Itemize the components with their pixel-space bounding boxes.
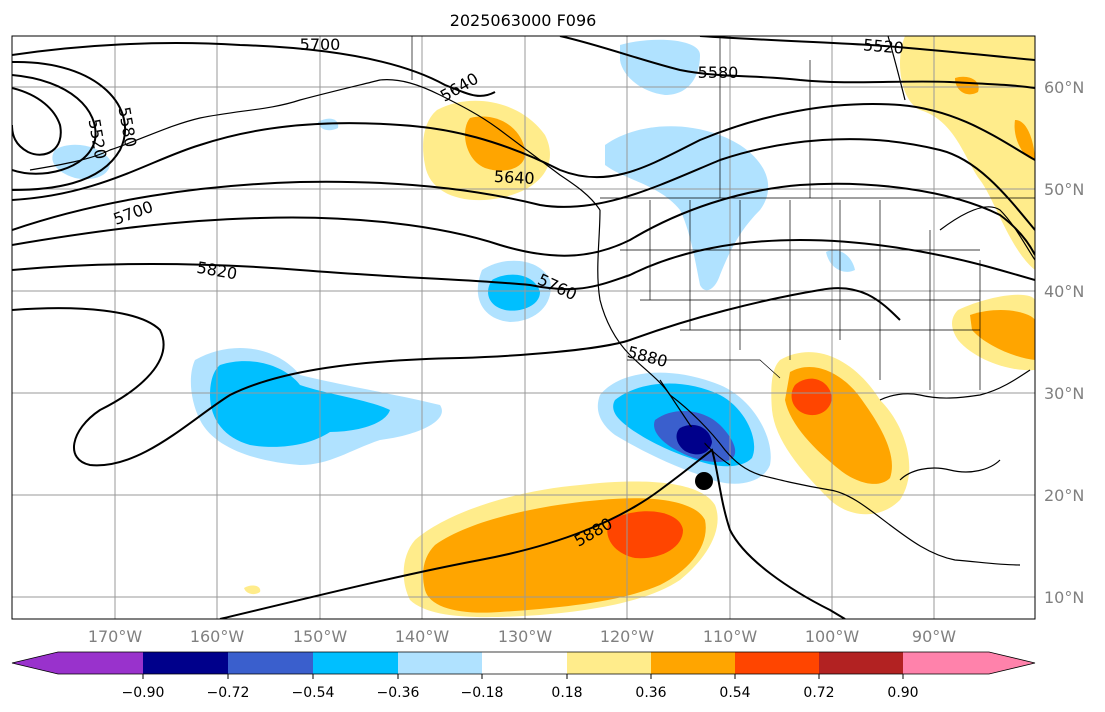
positive-anomaly-texas-peak [791, 378, 832, 416]
lon-label: 100°W [805, 627, 860, 646]
colorbar-segment [482, 652, 567, 674]
lat-label: 40°N [1044, 282, 1084, 301]
colorbar-tick-label: 0.54 [719, 685, 750, 701]
negative-anomaly-subtropical-core [210, 361, 390, 447]
colorbar-segment [567, 652, 651, 674]
positive-anomaly-east-coast-core [970, 310, 1035, 360]
negative-anomaly-alaska [52, 144, 111, 180]
lat-label: 20°N [1044, 486, 1084, 505]
contour-label: 5580 [698, 63, 739, 82]
positive-anomaly-northeast-core [1014, 120, 1035, 160]
colorbar-segment [398, 652, 482, 674]
lon-label: 170°W [88, 627, 143, 646]
negative-anomaly-small [244, 585, 261, 595]
negative-anomaly-north [620, 39, 700, 95]
colorbar-tick-label: 0.90 [887, 685, 918, 701]
lon-label: 120°W [600, 627, 655, 646]
latitude-labels: 60°N 50°N 40°N 30°N 20°N 10°N [1044, 78, 1084, 607]
positive-anomaly-northeast-core2 [955, 76, 979, 95]
colorbar-segment [819, 652, 903, 674]
colorbar-segment [143, 652, 228, 674]
colorbar-tick-label: −0.36 [377, 685, 420, 701]
lon-label: 160°W [190, 627, 245, 646]
contour-label: 5700 [300, 35, 341, 54]
colorbar-tick-label: 0.36 [635, 685, 666, 701]
colorbar-segment [903, 652, 989, 674]
storm-center-dot [679, 427, 705, 453]
lat-label: 10°N [1044, 588, 1084, 607]
colorbar-segment [651, 652, 735, 674]
colorbar-tick-label: 0.18 [551, 685, 582, 701]
lat-label: 50°N [1044, 180, 1084, 199]
lat-label: 60°N [1044, 78, 1084, 97]
lat-label: 30°N [1044, 384, 1084, 403]
longitude-labels: 170°W 160°W 150°W 140°W 130°W 120°W 110°… [88, 627, 956, 646]
colorbar-segment [228, 652, 313, 674]
lon-label: 150°W [293, 627, 348, 646]
colorbar-max-extend [989, 652, 1035, 674]
positive-anomaly-tropical-pacific-peak [607, 511, 683, 559]
lon-label: 140°W [395, 627, 450, 646]
storm-center-dot [695, 472, 713, 490]
contour-label: 5520 [862, 35, 904, 57]
colorbar-min-extend [12, 652, 58, 674]
colorbar-segment [313, 652, 398, 674]
height-contours [12, 36, 1035, 619]
borders [411, 36, 1035, 390]
map-title: 2025063000 F096 [450, 11, 597, 30]
negative-anomaly-plains [826, 250, 855, 272]
lon-label: 130°W [498, 627, 553, 646]
colorbar-tick-label: −0.18 [461, 685, 504, 701]
lon-label: 90°W [912, 627, 956, 646]
colorbar-tick-label: 0.72 [803, 685, 834, 701]
contour-label: 5640 [493, 167, 535, 188]
colorbar-segment [735, 652, 819, 674]
map-panel: 5520 5580 5640 5700 5760 5820 5880 5520 … [12, 35, 1035, 619]
colorbar: −0.90 −0.72 −0.54 −0.36 −0.18 0.18 0.36 … [11, 651, 1036, 701]
colorbar-tick-label: −0.72 [207, 685, 250, 701]
colorbar-tick-label: −0.54 [292, 685, 335, 701]
graticule [12, 36, 1035, 619]
colorbar-tick-label: −0.90 [122, 685, 165, 701]
coastlines [29, 36, 1035, 566]
colorbar-segment [58, 652, 143, 674]
lon-label: 110°W [703, 627, 758, 646]
